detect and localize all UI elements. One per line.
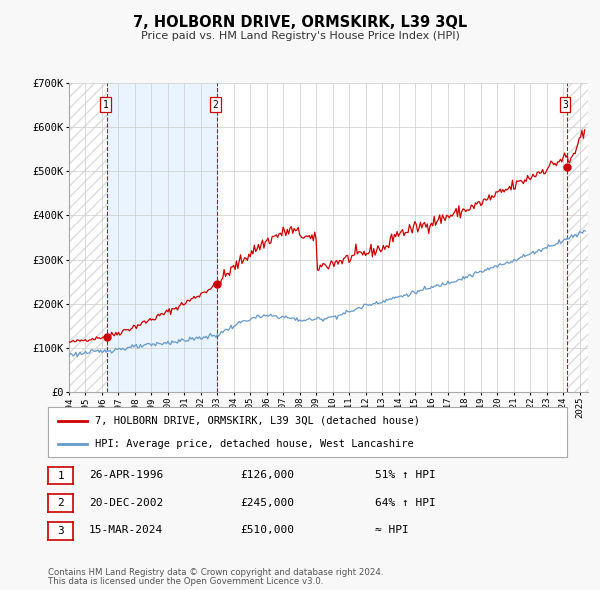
- Text: 1: 1: [103, 100, 109, 110]
- Text: Price paid vs. HM Land Registry's House Price Index (HPI): Price paid vs. HM Land Registry's House …: [140, 31, 460, 41]
- Text: 7, HOLBORN DRIVE, ORMSKIRK, L39 3QL (detached house): 7, HOLBORN DRIVE, ORMSKIRK, L39 3QL (det…: [95, 415, 420, 425]
- Text: 51% ↑ HPI: 51% ↑ HPI: [375, 470, 436, 480]
- Text: ≈ HPI: ≈ HPI: [375, 526, 409, 535]
- Text: 2: 2: [57, 499, 64, 508]
- Text: £126,000: £126,000: [240, 470, 294, 480]
- Text: 3: 3: [562, 100, 568, 110]
- Text: 1: 1: [57, 471, 64, 480]
- Text: 20-DEC-2002: 20-DEC-2002: [89, 498, 163, 507]
- Text: £510,000: £510,000: [240, 526, 294, 535]
- Text: Contains HM Land Registry data © Crown copyright and database right 2024.: Contains HM Land Registry data © Crown c…: [48, 568, 383, 577]
- Text: £245,000: £245,000: [240, 498, 294, 507]
- Text: 64% ↑ HPI: 64% ↑ HPI: [375, 498, 436, 507]
- Bar: [69, 83, 107, 392]
- Text: 26-APR-1996: 26-APR-1996: [89, 470, 163, 480]
- Bar: [107, 83, 217, 392]
- Text: HPI: Average price, detached house, West Lancashire: HPI: Average price, detached house, West…: [95, 439, 413, 449]
- Text: 2: 2: [212, 100, 218, 110]
- Text: 3: 3: [57, 526, 64, 536]
- Text: 7, HOLBORN DRIVE, ORMSKIRK, L39 3QL: 7, HOLBORN DRIVE, ORMSKIRK, L39 3QL: [133, 15, 467, 30]
- Bar: [567, 83, 588, 392]
- Text: 15-MAR-2024: 15-MAR-2024: [89, 526, 163, 535]
- Text: This data is licensed under the Open Government Licence v3.0.: This data is licensed under the Open Gov…: [48, 578, 323, 586]
